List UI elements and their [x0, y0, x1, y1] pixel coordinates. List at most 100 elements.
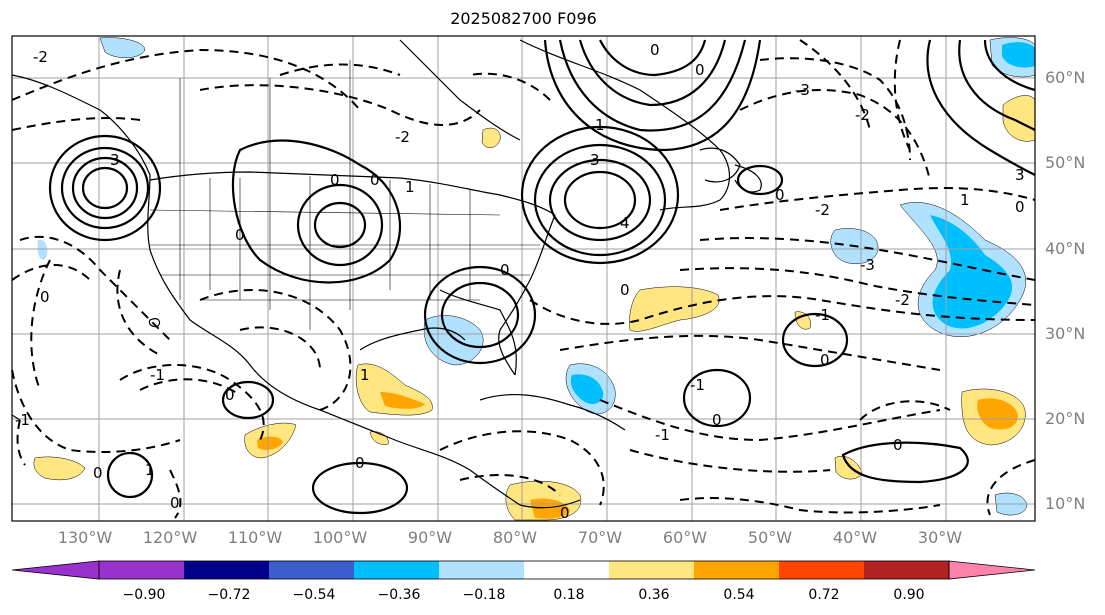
contour-label: -2 [33, 48, 48, 66]
contour-label: -1 [150, 366, 165, 384]
colorbar-tick-label: −0.72 [207, 587, 251, 603]
shade-blue-11 [37, 239, 48, 260]
contour-labels: 3 0 0 1 -2 0 0 0 -2 -3 -2 0 -1 0 -1 0 0 … [15, 41, 1025, 522]
lon-label: 130°W [57, 528, 113, 547]
lat-label: 30°N [1045, 324, 1086, 343]
lon-label: 40°W [832, 528, 878, 547]
colorbar-tick-label: −0.90 [122, 587, 166, 603]
colorbar-extend-high [948, 560, 1036, 580]
contour-label: 0 [40, 288, 50, 306]
lon-label: 30°W [917, 528, 963, 547]
graticule [12, 36, 1035, 521]
colorbar-bin [779, 561, 864, 579]
map-title: 2025082700 F096 [450, 9, 597, 28]
lat-label: 10°N [1045, 494, 1086, 513]
colorbar-bin [99, 561, 184, 579]
colorbar-tick-label: 0.36 [638, 587, 670, 603]
contour-label: 0 [235, 226, 245, 244]
colorbar-tick-label: −0.54 [292, 587, 336, 603]
contour-label: 0 [225, 386, 235, 404]
contours-dashed [11, 39, 1036, 519]
contour-label: 0 [500, 261, 510, 279]
lon-label: 100°W [312, 528, 368, 547]
lon-label: 90°W [407, 528, 453, 547]
coastlines [11, 39, 762, 509]
shade-yellow-10 [794, 311, 811, 330]
lon-label: 110°W [227, 528, 283, 547]
colorbar-tick-label: −0.36 [377, 587, 421, 603]
lat-label: 40°N [1045, 239, 1086, 258]
contour-label: 0 [695, 61, 705, 79]
contour-label: 4 [620, 214, 630, 232]
colorbar-tick-label: 0.54 [723, 587, 755, 603]
contour-label: 0 [330, 171, 340, 189]
lon-label: 80°W [492, 528, 538, 547]
contour-label: 1 [145, 461, 155, 479]
lat-label: 20°N [1045, 409, 1086, 428]
contour-label: 1 [595, 116, 605, 134]
shade-blue-8 [1002, 42, 1035, 68]
contour-label: 3 [1015, 166, 1025, 184]
shade-blue-9 [99, 37, 146, 58]
colorbar-tick-label: 0.18 [553, 587, 585, 603]
contour-label: -1 [690, 376, 705, 394]
shade-yellow-8 [481, 127, 501, 148]
contour-label: 0 [893, 436, 903, 454]
contour-label: -2 [815, 201, 830, 219]
map-frame [11, 35, 1036, 522]
colorbar-bin [439, 561, 524, 579]
colorbar [11, 560, 1036, 580]
contour-label: 1 [405, 178, 415, 196]
shade-yellow-7 [1002, 95, 1036, 142]
colorbar-bin [354, 561, 439, 579]
contour-label: -1 [655, 426, 670, 444]
contour-label: 0 [355, 454, 365, 472]
contour-label: -3 [860, 256, 875, 274]
contour-label: -2 [895, 291, 910, 309]
contour-label: 0 [712, 411, 722, 429]
shade-blue-2 [930, 215, 1013, 329]
contour-label: 0 [775, 186, 785, 204]
contour-label: 0 [370, 171, 380, 189]
colorbar-tick-label: −0.18 [462, 587, 506, 603]
contour-label: -1 [15, 411, 30, 429]
lat-label: 60°N [1045, 68, 1086, 87]
contour-label: 0 [93, 464, 103, 482]
contours [48, 39, 1036, 515]
colorbar-bin [184, 561, 269, 579]
lon-label: 70°W [577, 528, 623, 547]
shading-layer [33, 37, 1036, 521]
contour-label: -1 [815, 306, 830, 324]
colorbar-extend-low [11, 560, 100, 580]
shade-blue-6 [570, 374, 604, 404]
colorbar-bin [269, 561, 354, 579]
lon-label: 50°W [747, 528, 793, 547]
colorbar-bin [864, 561, 949, 579]
contour-label: 0 [820, 351, 830, 369]
contour-label: 0 [560, 504, 570, 522]
lon-label: 120°W [142, 528, 198, 547]
shade-orange-1 [380, 392, 425, 409]
shade-yellow-9 [834, 456, 863, 480]
contour-label: 1 [360, 366, 370, 384]
contour-label: 0 [170, 494, 180, 512]
colorbar-bin [694, 561, 779, 579]
contour-label: 3 [110, 151, 120, 169]
shade-orange-3 [257, 436, 283, 450]
shade-orange-2 [977, 398, 1018, 430]
shade-yellow-5 [33, 456, 86, 481]
lon-label: 60°W [662, 528, 708, 547]
contour-label: -2 [855, 106, 870, 124]
contour-label: 0 [650, 41, 660, 59]
colorbar-bin [524, 561, 609, 579]
lat-label: 50°N [1045, 153, 1086, 172]
contour-label: -2 [395, 128, 410, 146]
colorbar-tick-label: 0.90 [893, 587, 925, 603]
contour-label: 0 [620, 281, 630, 299]
colorbar-tick-label: 0.72 [808, 587, 840, 603]
contour-label: 0 [1015, 198, 1025, 216]
contour-label: -3 [795, 81, 810, 99]
state-borders [149, 60, 540, 330]
contour-label: 3 [590, 151, 600, 169]
